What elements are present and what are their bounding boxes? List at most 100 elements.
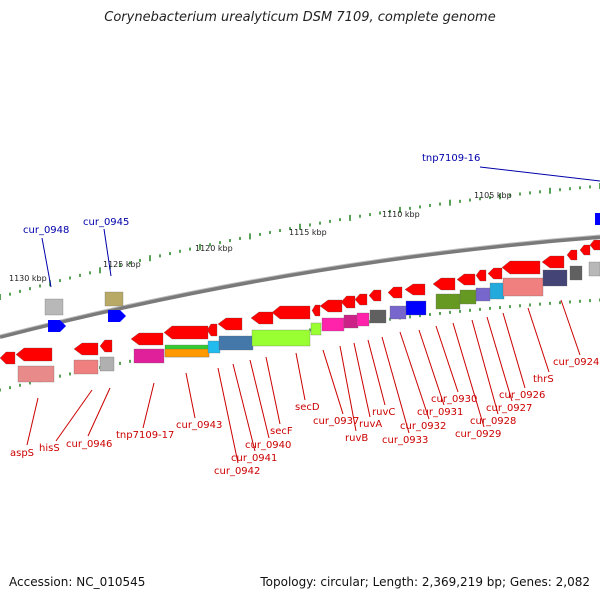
tick-mark <box>549 187 551 194</box>
gene-label[interactable]: cur_0924 <box>553 357 599 368</box>
gene-label[interactable]: cur_0937 <box>313 416 359 427</box>
gene-arrow[interactable] <box>15 347 53 362</box>
gene-arrow[interactable] <box>163 325 209 340</box>
gene-label[interactable]: cur_0928 <box>470 416 516 427</box>
gene-block[interactable] <box>569 265 583 281</box>
gene-block[interactable] <box>489 282 505 300</box>
gene-label[interactable]: hisS <box>39 443 60 454</box>
gene-label[interactable]: cur_0933 <box>382 435 428 446</box>
gene-label[interactable]: ruvB <box>345 433 368 444</box>
gene-arrow[interactable] <box>501 260 541 275</box>
gene-block[interactable] <box>207 340 221 354</box>
genome-backbone <box>0 235 600 339</box>
gene-arrow[interactable] <box>340 295 356 309</box>
gene-label[interactable]: cur_0926 <box>499 390 545 401</box>
gene-arrow[interactable] <box>541 255 565 269</box>
leader-line <box>527 307 550 373</box>
mobile-element[interactable] <box>595 213 600 225</box>
gene-block[interactable] <box>502 277 544 297</box>
gene-block[interactable] <box>44 298 64 316</box>
gene-label[interactable]: ruvA <box>359 419 382 430</box>
gene-label[interactable]: secF <box>270 426 293 437</box>
gene-block[interactable] <box>99 356 115 372</box>
gene-block[interactable] <box>369 309 387 324</box>
gene-label[interactable]: cur_0946 <box>66 439 112 450</box>
tick-mark <box>319 221 321 225</box>
tick-mark <box>549 301 551 305</box>
gene-block[interactable] <box>104 291 124 307</box>
gene-label[interactable]: cur_0948 <box>23 225 69 236</box>
tick-mark <box>389 317 391 321</box>
gene-block[interactable] <box>405 300 427 316</box>
gene-arrow[interactable] <box>217 317 243 331</box>
gene-arrow[interactable] <box>589 239 600 251</box>
gene-label[interactable]: cur_0930 <box>431 394 477 405</box>
tick-mark <box>309 223 311 227</box>
gene-label[interactable]: cur_0943 <box>176 420 222 431</box>
gene-arrow[interactable] <box>387 286 403 299</box>
mobile-element[interactable] <box>108 310 126 322</box>
gene-label[interactable]: cur_0931 <box>417 407 463 418</box>
gene-block[interactable] <box>73 359 99 375</box>
gene-arrow[interactable] <box>579 244 591 256</box>
scale-label: 1130 kbp <box>9 274 47 283</box>
gene-label[interactable]: thrS <box>533 374 554 385</box>
gene-label[interactable]: secD <box>295 402 320 413</box>
gene-block[interactable] <box>133 348 165 364</box>
gene-arrow[interactable] <box>368 289 382 302</box>
gene-arrow[interactable] <box>250 311 274 325</box>
leader-line <box>418 329 445 406</box>
gene-arrow[interactable] <box>432 277 456 291</box>
tick-mark <box>419 205 421 209</box>
gene-block[interactable] <box>475 287 491 302</box>
gene-arrow[interactable] <box>487 267 503 280</box>
gene-label[interactable]: aspS <box>10 448 34 459</box>
gene-block[interactable] <box>17 365 55 383</box>
gene-block[interactable] <box>321 317 345 332</box>
gene-arrow[interactable] <box>566 249 578 261</box>
gene-label[interactable]: tnp7109-17 <box>116 430 174 441</box>
tick-mark <box>429 203 431 207</box>
gene-label[interactable]: cur_0927 <box>486 403 532 414</box>
leader-line <box>87 387 111 437</box>
tick-mark <box>59 374 61 378</box>
gene-block[interactable] <box>588 261 600 277</box>
gene-label[interactable]: cur_0945 <box>83 217 129 228</box>
gene-block[interactable] <box>310 322 322 336</box>
tick-mark <box>439 311 441 315</box>
gene-arrow[interactable] <box>354 293 368 306</box>
gene-block[interactable] <box>542 269 568 287</box>
gene-label[interactable]: cur_0941 <box>231 453 277 464</box>
gene-block[interactable] <box>435 293 461 310</box>
mobile-element[interactable] <box>48 320 66 332</box>
gene-block[interactable] <box>343 314 359 329</box>
gene-label[interactable]: cur_0942 <box>214 466 260 477</box>
gene-arrow[interactable] <box>319 299 343 313</box>
gene-label[interactable]: cur_0929 <box>455 429 501 440</box>
tick-mark <box>479 197 481 201</box>
gene-block[interactable] <box>164 348 210 358</box>
gene-arrow[interactable] <box>206 323 218 337</box>
gene-label[interactable]: cur_0940 <box>245 440 291 451</box>
gene-arrow[interactable] <box>475 269 487 282</box>
gene-label[interactable]: tnp7109-16 <box>422 153 480 164</box>
scale-label: 1110 kbp <box>382 210 420 219</box>
gene-block[interactable] <box>459 289 477 305</box>
gene-label[interactable]: ruvC <box>372 407 395 418</box>
tick-mark <box>69 276 71 280</box>
gene-arrow[interactable] <box>404 283 426 296</box>
tick-mark <box>579 299 581 303</box>
gene-label[interactable]: cur_0932 <box>400 421 446 432</box>
gene-block[interactable] <box>356 312 370 327</box>
gene-block[interactable] <box>218 335 254 351</box>
gene-arrow[interactable] <box>311 304 321 317</box>
gene-arrow[interactable] <box>130 332 164 346</box>
gene-arrow[interactable] <box>271 305 311 320</box>
gene-arrow[interactable] <box>0 351 16 365</box>
leader-line <box>217 367 239 464</box>
gene-arrow[interactable] <box>99 339 113 353</box>
gene-block[interactable] <box>251 329 311 347</box>
gene-arrow[interactable] <box>456 273 476 286</box>
gene-block[interactable] <box>389 305 407 320</box>
gene-arrow[interactable] <box>73 342 99 356</box>
